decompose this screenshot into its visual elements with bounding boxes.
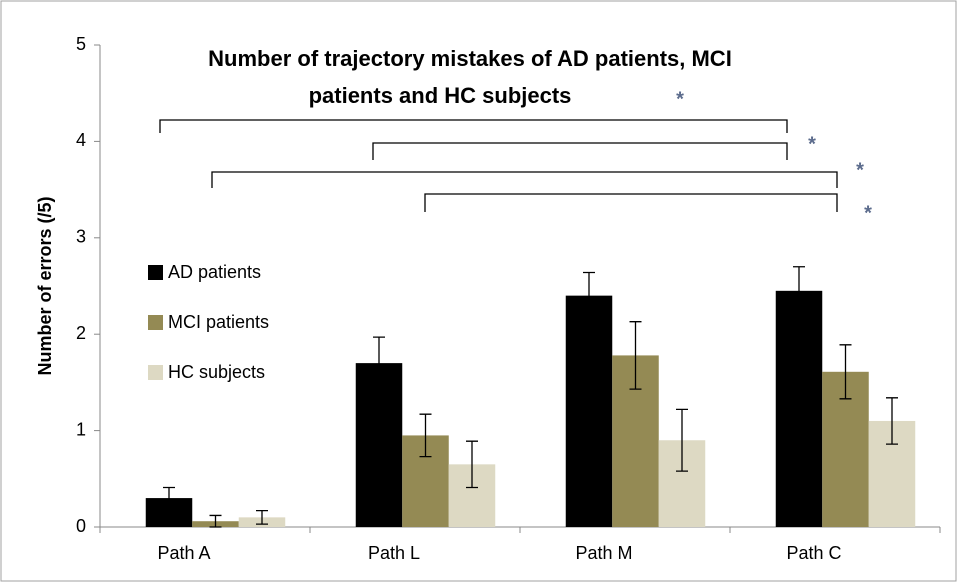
bar (775, 290, 823, 527)
x-tick-label: Path A (157, 543, 210, 563)
error-bar (839, 344, 852, 400)
error-bar (583, 271, 595, 320)
x-tick-label: Path M (575, 543, 632, 563)
y-tick-label: 4 (76, 130, 86, 150)
significance-marker: * (676, 88, 684, 110)
bar (565, 295, 613, 527)
y-tick-label: 0 (76, 516, 86, 536)
y-tick-label: 3 (76, 227, 86, 247)
y-tick-label: 5 (76, 34, 86, 54)
error-bar (419, 413, 432, 458)
error-bar (466, 440, 478, 489)
bracket (159, 119, 788, 133)
error-bar (373, 336, 385, 390)
bracket (372, 142, 788, 160)
error-bar (163, 486, 175, 510)
x-tick-label: Path C (786, 543, 841, 563)
error-bar (676, 408, 688, 472)
significance-brackets (159, 119, 838, 212)
legend-swatch (148, 365, 163, 380)
error-bar (629, 321, 642, 390)
error-bar (256, 509, 268, 525)
error-bar (793, 266, 805, 316)
y-tick-label: 2 (76, 323, 86, 343)
y-axis-label: Number of errors (/5) (35, 196, 55, 375)
y-tick-label: 1 (76, 419, 86, 439)
chart-title: Number of trajectory mistakes of AD pati… (208, 46, 732, 71)
error-bar (886, 397, 898, 445)
significance-marker: * (808, 133, 816, 155)
chart-title: patients and HC subjects (309, 83, 572, 108)
significance-marker: * (864, 202, 872, 224)
bar (355, 363, 403, 527)
error-bar (209, 514, 222, 528)
bracket (211, 171, 838, 188)
bracket (424, 193, 838, 212)
legend-swatch (148, 265, 163, 280)
legend-label: HC subjects (168, 362, 265, 382)
legend-label: MCI patients (168, 312, 269, 332)
legend-swatch (148, 315, 163, 330)
x-tick-label: Path L (368, 543, 420, 563)
significance-marker: * (856, 159, 864, 181)
legend-label: AD patients (168, 262, 261, 282)
